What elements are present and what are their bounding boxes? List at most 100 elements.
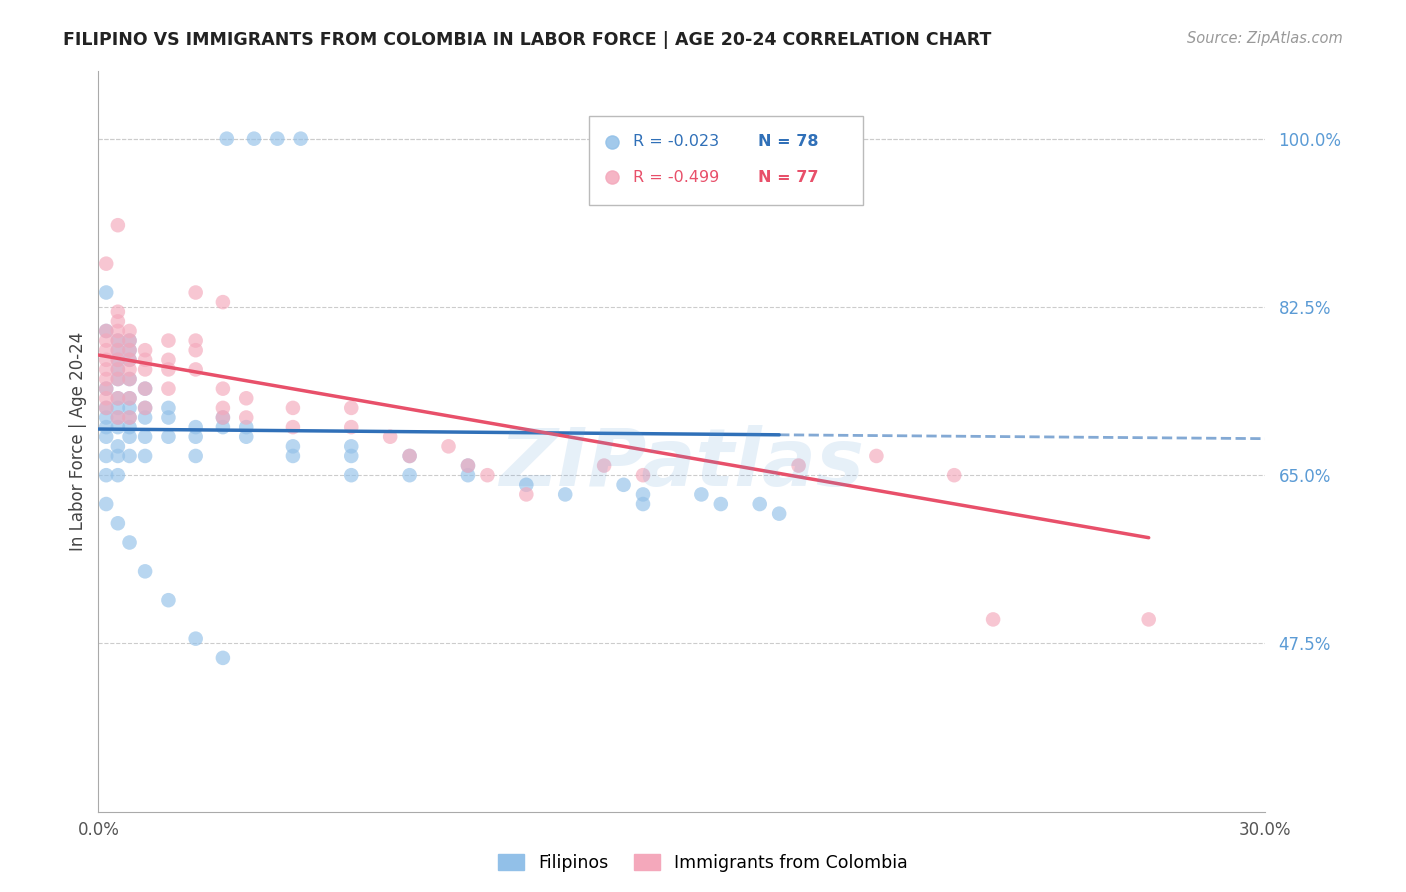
Text: Source: ZipAtlas.com: Source: ZipAtlas.com [1187, 31, 1343, 46]
Point [134, 362, 156, 376]
Point [96, 324, 118, 338]
Point [1137, 612, 1160, 626]
Point [212, 410, 235, 425]
Point [107, 391, 129, 405]
Text: R = -0.023: R = -0.023 [633, 134, 718, 149]
Point [134, 449, 156, 463]
Point [107, 439, 129, 453]
Point [235, 430, 257, 444]
Point [107, 304, 129, 318]
Point [157, 593, 180, 607]
Point [281, 420, 304, 434]
Point [212, 295, 235, 310]
Point [107, 410, 129, 425]
Point [748, 497, 770, 511]
Point [96, 382, 118, 396]
Point [281, 401, 304, 415]
Point [281, 449, 304, 463]
Point [457, 458, 479, 473]
Point [266, 131, 288, 145]
Point [118, 334, 141, 348]
Point [290, 131, 312, 145]
Point [96, 343, 118, 358]
Point [943, 468, 966, 483]
Point [865, 449, 887, 463]
Point [235, 410, 257, 425]
Point [118, 352, 141, 367]
Point [118, 343, 141, 358]
Point [554, 487, 576, 501]
Point [215, 131, 238, 145]
Point [134, 401, 156, 415]
Point [613, 478, 636, 492]
Point [96, 257, 118, 271]
Point [107, 410, 129, 425]
Text: ZIPatlas: ZIPatlas [499, 425, 865, 503]
Point [157, 430, 180, 444]
FancyBboxPatch shape [589, 116, 863, 204]
Point [118, 334, 141, 348]
Point [118, 535, 141, 549]
Text: R = -0.499: R = -0.499 [633, 169, 718, 185]
Point [184, 430, 207, 444]
Point [107, 334, 129, 348]
Point [107, 391, 129, 405]
Point [107, 372, 129, 386]
Point [107, 362, 129, 376]
Point [184, 343, 207, 358]
Point [212, 420, 235, 434]
Point [457, 468, 479, 483]
Point [134, 430, 156, 444]
Text: N = 78: N = 78 [758, 134, 818, 149]
Text: N = 77: N = 77 [758, 169, 818, 185]
Y-axis label: In Labor Force | Age 20-24: In Labor Force | Age 20-24 [69, 332, 87, 551]
Point [118, 372, 141, 386]
Point [398, 468, 420, 483]
Point [118, 410, 141, 425]
Point [235, 420, 257, 434]
Point [107, 362, 129, 376]
Point [437, 439, 460, 453]
Point [107, 372, 129, 386]
Point [457, 458, 479, 473]
Point [157, 401, 180, 415]
Point [118, 410, 141, 425]
Point [118, 391, 141, 405]
Legend: Filipinos, Immigrants from Colombia: Filipinos, Immigrants from Colombia [491, 847, 915, 879]
Point [380, 430, 402, 444]
Point [118, 362, 141, 376]
Point [96, 382, 118, 396]
Point [134, 401, 156, 415]
Point [96, 410, 118, 425]
Point [107, 468, 129, 483]
Point [243, 131, 266, 145]
Point [118, 324, 141, 338]
Point [118, 391, 141, 405]
Point [184, 334, 207, 348]
Point [398, 449, 420, 463]
Point [107, 334, 129, 348]
Point [118, 343, 141, 358]
Point [340, 468, 363, 483]
Point [107, 343, 129, 358]
Point [157, 362, 180, 376]
Point [157, 352, 180, 367]
Point [340, 439, 363, 453]
Point [134, 382, 156, 396]
Point [96, 449, 118, 463]
Point [96, 285, 118, 300]
Point [631, 497, 654, 511]
Point [107, 343, 129, 358]
Point [107, 314, 129, 328]
Point [134, 343, 156, 358]
Point [96, 430, 118, 444]
Point [184, 449, 207, 463]
Point [235, 391, 257, 405]
Point [184, 632, 207, 646]
Point [212, 410, 235, 425]
Point [157, 382, 180, 396]
Point [690, 487, 713, 501]
Point [340, 401, 363, 415]
Text: FILIPINO VS IMMIGRANTS FROM COLOMBIA IN LABOR FORCE | AGE 20-24 CORRELATION CHAR: FILIPINO VS IMMIGRANTS FROM COLOMBIA IN … [63, 31, 991, 49]
Point [515, 487, 537, 501]
